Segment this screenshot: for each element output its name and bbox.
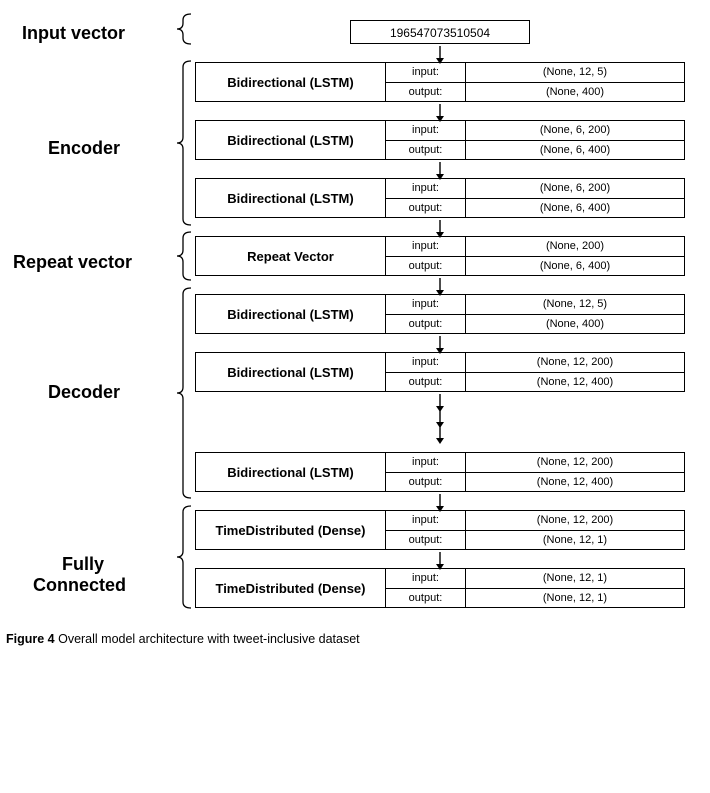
layer-block: Bidirectional (LSTM) input: (None, 12, 5… (195, 294, 685, 334)
input-vector-box: 196547073510504 (350, 20, 530, 44)
section-label: Fully (62, 554, 104, 575)
layer-block: Bidirectional (LSTM) input: (None, 12, 2… (195, 352, 685, 392)
io-label-output: output: (386, 315, 466, 334)
layer-name: Bidirectional (LSTM) (196, 63, 386, 101)
io-label-input: input: (386, 121, 466, 140)
flow-arrow (434, 162, 446, 180)
io-label-output: output: (386, 83, 466, 102)
io-shape-output: (None, 12, 1) (466, 531, 684, 550)
layer-name: Bidirectional (LSTM) (196, 121, 386, 159)
io-label-output: output: (386, 473, 466, 492)
layer-name: TimeDistributed (Dense) (196, 569, 386, 607)
layer-block: Bidirectional (LSTM) input: (None, 12, 2… (195, 452, 685, 492)
io-label-input: input: (386, 569, 466, 588)
io-shape-input: (None, 6, 200) (466, 179, 684, 198)
io-shape-input: (None, 12, 5) (466, 63, 684, 82)
io-shape-output: (None, 6, 400) (466, 141, 684, 160)
io-label-output: output: (386, 373, 466, 392)
io-label-input: input: (386, 511, 466, 530)
flow-arrow (434, 220, 446, 238)
io-label-input: input: (386, 353, 466, 372)
io-shape-output: (None, 12, 400) (466, 473, 684, 492)
io-shape-output: (None, 12, 400) (466, 373, 684, 392)
section-label: Encoder (48, 138, 120, 159)
layer-block: Bidirectional (LSTM) input: (None, 6, 20… (195, 120, 685, 160)
io-label-output: output: (386, 531, 466, 550)
architecture-diagram: Input vector Encoder Repeat vector Decoder F… (0, 0, 710, 793)
flow-arrow (434, 494, 446, 512)
io-shape-input: (None, 12, 200) (466, 453, 684, 472)
layer-block: Repeat Vector input: (None, 200) output:… (195, 236, 685, 276)
io-shape-output: (None, 400) (466, 315, 684, 334)
io-shape-output: (None, 12, 1) (466, 589, 684, 608)
section-bracket (183, 288, 193, 498)
flow-arrow (434, 104, 446, 122)
flow-arrow (434, 46, 446, 64)
io-label-output: output: (386, 257, 466, 276)
layer-name: Bidirectional (LSTM) (196, 295, 386, 333)
io-label-input: input: (386, 179, 466, 198)
io-label-input: input: (386, 295, 466, 314)
io-label-input: input: (386, 237, 466, 256)
flow-arrow (434, 278, 446, 296)
layer-name: Bidirectional (LSTM) (196, 453, 386, 491)
layer-name: TimeDistributed (Dense) (196, 511, 386, 549)
io-shape-input: (None, 12, 5) (466, 295, 684, 314)
io-shape-input: (None, 12, 200) (466, 511, 684, 530)
section-label: Connected (33, 575, 126, 596)
io-shape-output: (None, 6, 400) (466, 199, 684, 218)
section-bracket (183, 61, 193, 225)
io-shape-output: (None, 6, 400) (466, 257, 684, 276)
section-bracket (183, 232, 193, 280)
flow-arrow (434, 336, 446, 354)
layer-name: Bidirectional (LSTM) (196, 179, 386, 217)
io-label-input: input: (386, 63, 466, 82)
flow-arrow (434, 552, 446, 570)
layer-block: TimeDistributed (Dense) input: (None, 12… (195, 510, 685, 550)
layer-name: Bidirectional (LSTM) (196, 353, 386, 391)
layer-block: TimeDistributed (Dense) input: (None, 12… (195, 568, 685, 608)
io-label-input: input: (386, 453, 466, 472)
figure-caption: Figure 4 Overall model architecture with… (6, 632, 360, 646)
section-label: Input vector (22, 23, 125, 44)
flow-arrow (434, 426, 446, 444)
layer-block: Bidirectional (LSTM) input: (None, 6, 20… (195, 178, 685, 218)
io-label-output: output: (386, 141, 466, 160)
io-label-output: output: (386, 589, 466, 608)
io-shape-input: (None, 12, 200) (466, 353, 684, 372)
io-label-output: output: (386, 199, 466, 218)
section-bracket (183, 506, 193, 608)
io-shape-input: (None, 6, 200) (466, 121, 684, 140)
layer-block: Bidirectional (LSTM) input: (None, 12, 5… (195, 62, 685, 102)
layer-name: Repeat Vector (196, 237, 386, 275)
io-shape-output: (None, 400) (466, 83, 684, 102)
section-bracket (183, 14, 193, 44)
section-label: Repeat vector (13, 252, 132, 273)
io-shape-input: (None, 200) (466, 237, 684, 256)
section-label: Decoder (48, 382, 120, 403)
io-shape-input: (None, 12, 1) (466, 569, 684, 588)
